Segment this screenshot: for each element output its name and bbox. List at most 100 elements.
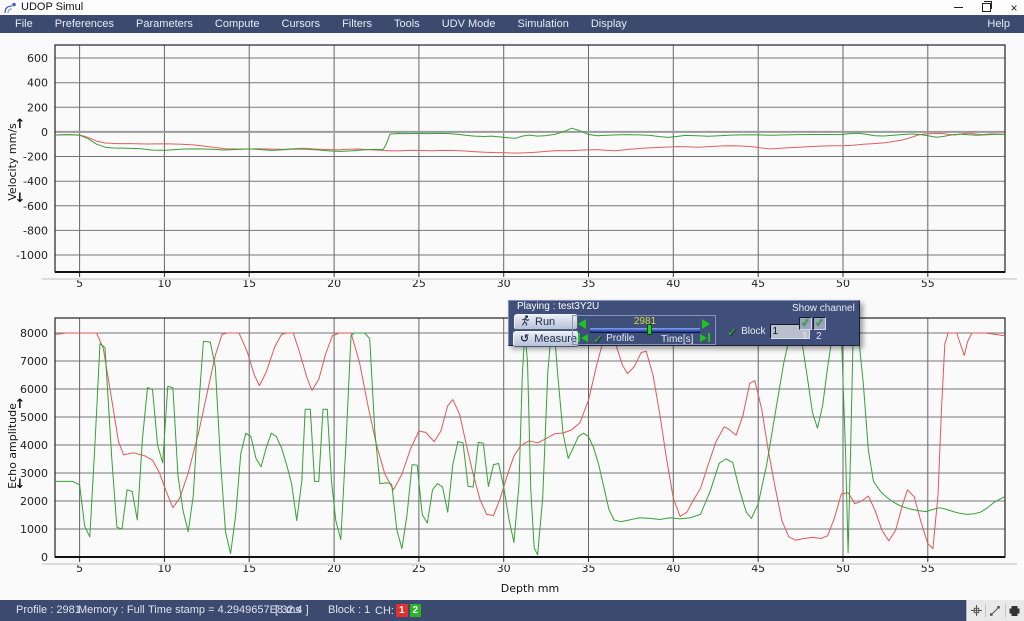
profile-check-icon: ✓: [593, 331, 604, 346]
channel-2-checkbox-label: 2: [816, 331, 822, 342]
svg-text:-1000: -1000: [16, 249, 48, 262]
svg-text:50: 50: [836, 562, 850, 575]
svg-text:Echo amplitude: Echo amplitude: [6, 403, 19, 489]
playing-panel-title[interactable]: Playing : test3Y2U: [517, 301, 600, 312]
svg-text:8000: 8000: [20, 327, 48, 340]
print-tool-icon[interactable]: [1006, 602, 1023, 619]
title-bar: UDOP Simul ×: [0, 0, 1024, 15]
run-icon: [521, 315, 530, 329]
svg-text:20: 20: [327, 277, 341, 290]
svg-text:Depth mm: Depth mm: [501, 582, 559, 595]
close-button[interactable]: ×: [1010, 0, 1018, 15]
svg-text:0: 0: [41, 126, 48, 139]
profile-label: Profile: [606, 333, 635, 344]
svg-text:2000: 2000: [20, 495, 48, 508]
svg-text:15: 15: [242, 277, 256, 290]
menu-item-udv-mode[interactable]: UDV Mode: [441, 18, 496, 30]
block-group: ✓ Block: [727, 324, 810, 339]
menu-items: File Preferences Parameters Compute Cursors F…: [0, 15, 638, 33]
profile-slider-thumb[interactable]: [647, 324, 652, 335]
channel-1-checkbox-label: 1: [802, 331, 808, 342]
status-block: Block : 1: [328, 604, 371, 616]
svg-text:5: 5: [76, 277, 83, 290]
minimize-button[interactable]: [952, 2, 964, 14]
svg-text:5: 5: [76, 562, 83, 575]
menu-item-preferences[interactable]: Preferences: [54, 18, 115, 30]
svg-text:-200: -200: [23, 151, 48, 164]
menu-item-compute[interactable]: Compute: [214, 18, 260, 30]
svg-text:50: 50: [836, 277, 850, 290]
measure-tool-icon[interactable]: [987, 602, 1004, 619]
time-option-label[interactable]: Time[s]: [661, 334, 694, 345]
status-timestamp: Time stamp = 4.2949657E8 ms: [148, 604, 301, 616]
pan-tool-icon[interactable]: [968, 602, 985, 619]
playing-panel: Playing : test3Y2U Run ↺ Measure 2981: [508, 300, 860, 347]
status-bracket: [ 32.4 ]: [275, 604, 309, 616]
svg-text:35: 35: [582, 562, 596, 575]
svg-text:35: 35: [582, 277, 596, 290]
tray-separator: [985, 604, 987, 617]
svg-text:↓: ↓: [15, 477, 26, 492]
measure-button[interactable]: ↺ Measure: [513, 331, 579, 347]
menu-item-display[interactable]: Display: [590, 18, 627, 30]
app-icon: [4, 2, 17, 14]
svg-text:25: 25: [412, 562, 426, 575]
window-title: UDOP Simul: [21, 1, 84, 13]
svg-text:10: 10: [157, 562, 171, 575]
svg-text:30: 30: [497, 277, 511, 290]
menu-item-simulation[interactable]: Simulation: [517, 18, 569, 30]
measure-button-label: Measure: [534, 333, 578, 345]
svg-text:55: 55: [921, 562, 935, 575]
restore-button[interactable]: [980, 1, 992, 14]
profile-checkbox[interactable]: ✓ Profile: [593, 331, 635, 346]
channel-2-badge: 2: [409, 604, 422, 617]
svg-text:-400: -400: [23, 175, 48, 188]
svg-text:0: 0: [41, 551, 48, 564]
profile-slider[interactable]: [590, 324, 700, 335]
menu-item-file[interactable]: File: [15, 18, 33, 30]
status-channels: CH: 1 2: [375, 600, 422, 621]
show-channel-label: Show channel: [792, 303, 855, 314]
profile-value: 2981: [633, 316, 657, 327]
svg-text:45: 45: [751, 562, 765, 575]
svg-text:200: 200: [27, 101, 48, 114]
svg-text:↑: ↑: [15, 397, 26, 412]
svg-text:3000: 3000: [20, 467, 48, 480]
profile-slider-group: 2981 ✓ Profile Time[s]: [572, 315, 716, 345]
window-controls: ×: [952, 0, 1020, 15]
step-forward-icon[interactable]: [702, 319, 710, 329]
run-button[interactable]: Run: [514, 314, 578, 330]
svg-text:400: 400: [27, 77, 48, 90]
svg-text:7000: 7000: [20, 355, 48, 368]
svg-text:40: 40: [666, 562, 680, 575]
channel-status-label: CH:: [375, 604, 394, 617]
menu-item-tools[interactable]: Tools: [394, 18, 420, 30]
status-bar: Profile : 2981 Memory : Full Time stamp = …: [0, 600, 1024, 621]
svg-text:40: 40: [666, 277, 680, 290]
skip-start-button[interactable]: [578, 333, 588, 342]
svg-text:↑: ↑: [15, 117, 26, 132]
block-check-icon[interactable]: ✓: [727, 324, 738, 339]
skip-end-icon: [700, 333, 707, 342]
menu-item-parameters[interactable]: Parameters: [136, 18, 193, 30]
svg-text:45: 45: [751, 277, 765, 290]
svg-text:-800: -800: [23, 224, 48, 237]
measure-icon: ↺: [520, 333, 530, 345]
svg-text:20: 20: [327, 562, 341, 575]
svg-text:-600: -600: [23, 200, 48, 213]
svg-text:25: 25: [412, 277, 426, 290]
svg-text:30: 30: [497, 562, 511, 575]
menu-item-help[interactable]: Help: [987, 18, 1010, 30]
skip-end-button[interactable]: [700, 333, 710, 342]
profile-slider-area: 2981: [590, 316, 700, 335]
svg-text:15: 15: [242, 562, 256, 575]
menu-item-filters[interactable]: Filters: [342, 18, 373, 30]
channel-2-checkbox[interactable]: [813, 315, 826, 330]
block-label: Block: [741, 326, 766, 337]
channel-1-checkbox[interactable]: [799, 315, 812, 330]
step-back-icon[interactable]: [578, 319, 586, 329]
menu-bar: File Preferences Parameters Compute Cursors F…: [0, 15, 1024, 33]
menu-item-cursors[interactable]: Cursors: [281, 18, 321, 30]
